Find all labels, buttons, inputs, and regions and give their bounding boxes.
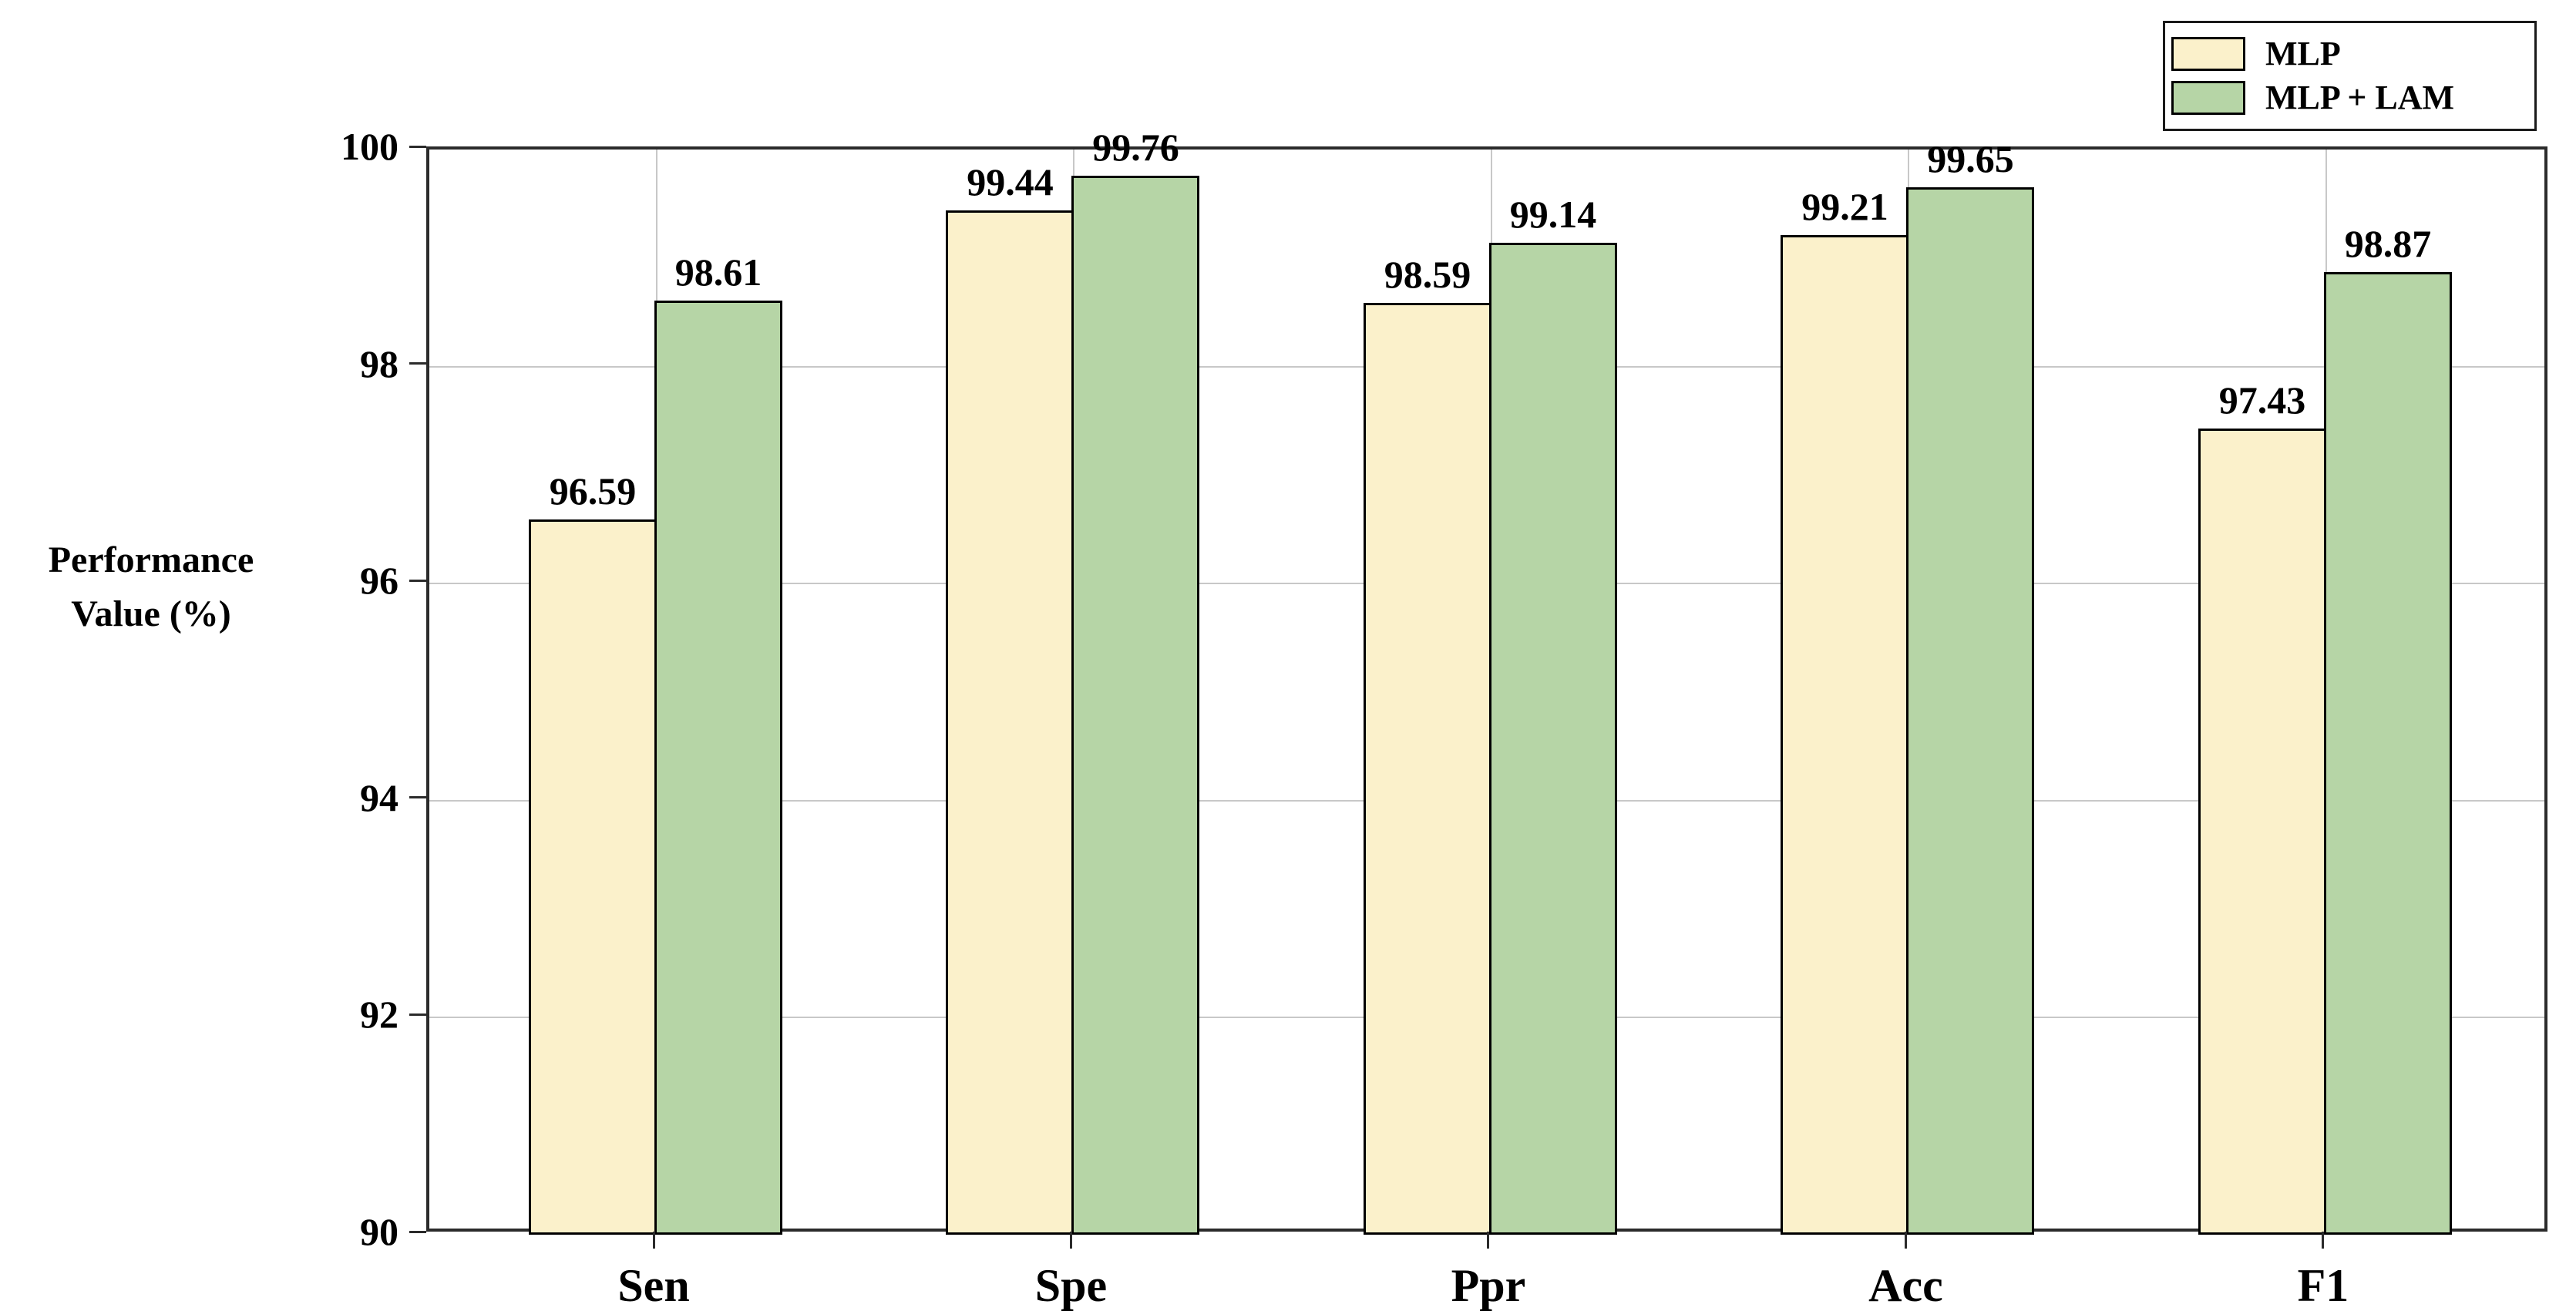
y-tick-label: 98: [360, 341, 399, 385]
bar-value-label: 98.87: [2344, 222, 2432, 266]
bar-mlp-lam-spe: [1071, 175, 1200, 1235]
x-tick-mark: [1487, 1232, 1490, 1249]
x-tick-mark: [1904, 1232, 1907, 1249]
legend-swatch-mlp: [2171, 37, 2245, 72]
bar-mlp-ppr: [1363, 302, 1491, 1235]
legend: MLP MLP + LAM: [2163, 21, 2537, 131]
bar-mlp-lam-acc: [1906, 187, 2035, 1235]
x-axis-category-label: Ppr: [1451, 1260, 1526, 1311]
bar-mlp-lam-f1: [2323, 272, 2452, 1235]
x-tick-mark: [2322, 1232, 2325, 1249]
y-tick-label: 96: [360, 559, 399, 603]
bar-value-label: 99.21: [1801, 185, 1888, 229]
x-tick-mark: [652, 1232, 655, 1249]
bar-value-label: 96.59: [549, 469, 637, 513]
legend-row-mlp: MLP: [2171, 35, 2524, 73]
x-axis-category-label: Spe: [1034, 1260, 1108, 1311]
bar-mlp-f1: [2198, 428, 2326, 1235]
bar-value-label: 98.61: [674, 250, 762, 294]
bar-value-label: 97.43: [2218, 378, 2306, 422]
legend-label-mlp-lam: MLP + LAM: [2265, 78, 2455, 116]
plot-area: 96.59 98.61 99.44 99.76 98.59 99.14 99.21 99.65…: [426, 128, 2547, 1235]
bar-mlp-lam-sen: [654, 300, 782, 1235]
bar-mlp-sen: [529, 519, 657, 1235]
bar-mlp-spe: [946, 210, 1074, 1235]
bar-value-label: 99.14: [1509, 193, 1597, 237]
y-tick-mark: [409, 796, 426, 799]
y-tick-mark: [409, 1230, 426, 1233]
bar-value-label: 98.59: [1384, 252, 1471, 296]
x-axis-category-label: Acc: [1868, 1260, 1943, 1311]
legend-swatch-mlp-lam: [2171, 80, 2245, 115]
bar-value-label: 99.65: [1927, 137, 2014, 181]
legend-row-mlp-lam: MLP + LAM: [2171, 78, 2524, 116]
y-axis-title-line-1: Performance: [48, 540, 254, 580]
bar-value-label: 99.44: [967, 160, 1054, 203]
y-tick-label: 100: [341, 125, 399, 168]
y-tick-mark: [409, 145, 426, 148]
y-tick-label: 90: [360, 1210, 399, 1253]
y-tick-label: 94: [360, 775, 399, 819]
y-tick-mark: [409, 362, 426, 365]
x-axis-category-label: Sen: [617, 1260, 690, 1311]
y-axis-title: Performance Value (%): [0, 533, 302, 640]
bar-mlp-acc: [1781, 235, 1909, 1235]
y-tick-mark: [409, 579, 426, 582]
x-tick-mark: [1069, 1232, 1072, 1249]
y-tick-mark: [409, 1013, 426, 1016]
y-axis-title-line-2: Value (%): [71, 593, 231, 634]
bar-mlp-lam-ppr: [1488, 243, 1617, 1235]
legend-label-mlp: MLP: [2265, 35, 2341, 73]
x-axis-category-label: F1: [2297, 1260, 2349, 1311]
bar-value-label: 99.76: [1092, 125, 1179, 169]
y-tick-label: 92: [360, 993, 399, 1037]
